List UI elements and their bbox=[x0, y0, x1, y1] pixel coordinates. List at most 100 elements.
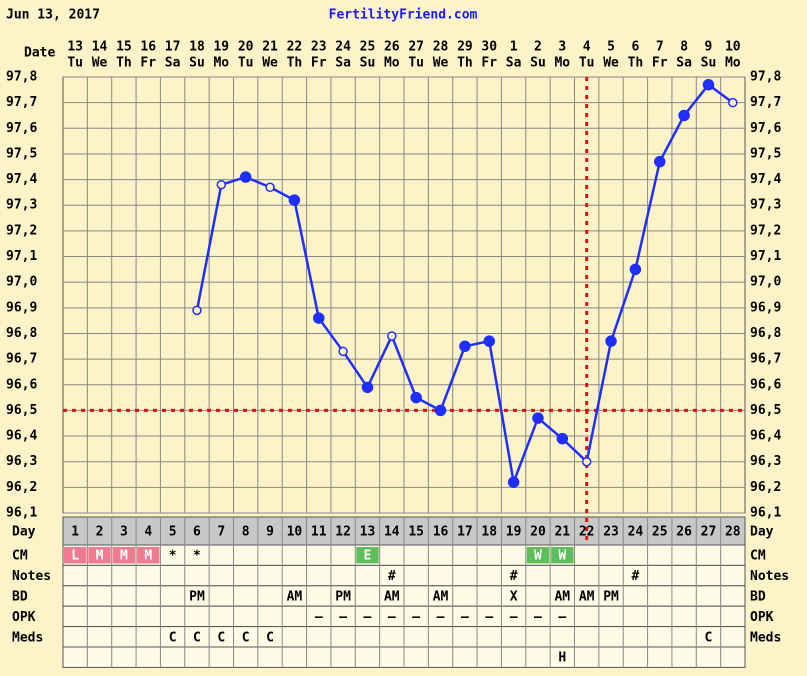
table-cell: – bbox=[534, 610, 542, 625]
y-tick-label-right: 96,4 bbox=[750, 429, 781, 444]
day-number: 6 bbox=[193, 525, 201, 540]
y-tick-label: 96,5 bbox=[6, 403, 37, 418]
temperature-point bbox=[507, 476, 520, 488]
table-cell: – bbox=[461, 610, 469, 625]
temperature-point bbox=[434, 404, 447, 417]
day-number: 21 bbox=[554, 525, 570, 540]
weekday-label: We bbox=[262, 56, 278, 71]
day-number: 1 bbox=[71, 525, 79, 540]
table-cell: # bbox=[510, 569, 518, 584]
x-tick-label: 13 bbox=[67, 40, 83, 55]
day-number: 24 bbox=[628, 525, 644, 540]
temperature-point bbox=[216, 179, 227, 190]
y-tick-label: 97,6 bbox=[6, 121, 37, 136]
temperature-point bbox=[728, 97, 738, 108]
y-tick-label-right: 96,5 bbox=[750, 403, 781, 418]
table-cell: AM bbox=[579, 590, 595, 605]
weekday-label: Fr bbox=[481, 56, 497, 71]
x-tick-label: 14 bbox=[92, 40, 108, 55]
table-cell: C bbox=[705, 630, 713, 645]
weekday-label: Fr bbox=[652, 56, 668, 71]
table-cell: – bbox=[510, 610, 518, 625]
day-number: 18 bbox=[481, 525, 497, 540]
x-tick-label: 9 bbox=[705, 40, 713, 55]
day-number: 19 bbox=[506, 525, 522, 540]
temperature-point bbox=[483, 335, 495, 347]
table-cell: C bbox=[217, 630, 225, 645]
weekday-label: Sa bbox=[335, 56, 351, 71]
temperature-point bbox=[239, 171, 252, 183]
day-number: 14 bbox=[384, 525, 400, 540]
y-tick-label: 96,3 bbox=[6, 454, 37, 469]
cell-highlight bbox=[526, 547, 550, 564]
y-tick-label-right: 97,2 bbox=[750, 223, 781, 238]
day-number: 26 bbox=[676, 525, 692, 540]
row-label: Meds bbox=[12, 630, 43, 645]
weekday-label: Su bbox=[360, 56, 376, 71]
row-label: OPK bbox=[12, 610, 36, 625]
y-tick-label: 96,1 bbox=[6, 506, 37, 521]
y-tick-label: 96,7 bbox=[6, 352, 37, 367]
row-label: Notes bbox=[12, 569, 51, 584]
weekday-label: Tu bbox=[579, 56, 595, 71]
table-cell: C bbox=[266, 630, 274, 645]
y-tick-label-right: 97,8 bbox=[750, 70, 781, 85]
day-number: 9 bbox=[266, 525, 274, 540]
table-cell: C bbox=[242, 630, 250, 645]
table-cell: – bbox=[388, 610, 396, 625]
y-tick-label: 97,5 bbox=[6, 146, 37, 161]
x-tick-label: 15 bbox=[116, 40, 132, 55]
weekday-label: Fr bbox=[311, 56, 327, 71]
x-tick-label: 23 bbox=[311, 40, 327, 55]
weekday-label: Sa bbox=[676, 56, 692, 71]
y-tick-label: 96,9 bbox=[6, 300, 37, 315]
x-tick-label: 10 bbox=[725, 40, 741, 55]
table-cell: – bbox=[364, 610, 372, 625]
y-tick-label-right: 97,5 bbox=[750, 146, 781, 161]
y-tick-label-right: 96,9 bbox=[750, 300, 781, 315]
x-tick-label: 28 bbox=[433, 40, 449, 55]
x-tick-label: 5 bbox=[607, 40, 615, 55]
x-tick-label: 2 bbox=[534, 40, 542, 55]
y-tick-label: 97,2 bbox=[6, 223, 37, 238]
x-tick-label: 7 bbox=[656, 40, 664, 55]
row-label: BD bbox=[12, 590, 28, 605]
cell-highlight bbox=[137, 547, 160, 564]
site-title: FertilityFriend.com bbox=[329, 8, 478, 23]
x-tick-label: 25 bbox=[360, 40, 376, 55]
y-tick-label-right: 96,2 bbox=[750, 480, 781, 495]
day-number: 5 bbox=[169, 525, 177, 540]
y-tick-label-right: 96,8 bbox=[750, 326, 781, 341]
x-tick-label: 26 bbox=[384, 40, 400, 55]
day-number: 28 bbox=[725, 525, 741, 540]
day-number: 25 bbox=[652, 525, 668, 540]
table-cell: E bbox=[364, 549, 372, 564]
x-tick-label: 22 bbox=[287, 40, 303, 55]
row-label-right: OPK bbox=[750, 610, 774, 625]
y-tick-label-right: 96,3 bbox=[750, 454, 781, 469]
y-tick-label: 97,3 bbox=[6, 198, 37, 213]
weekday-label: Mo bbox=[554, 56, 570, 71]
weekday-label: Tu bbox=[67, 56, 83, 71]
temperature-point bbox=[532, 412, 544, 424]
weekday-label: Sa bbox=[165, 56, 181, 71]
day-number: 17 bbox=[457, 525, 473, 540]
day-number: 20 bbox=[530, 525, 546, 540]
weekday-label: Su bbox=[701, 56, 717, 71]
y-tick-label-right: 96,1 bbox=[750, 506, 781, 521]
temperature-point bbox=[313, 312, 325, 324]
table-cell: PM bbox=[189, 590, 205, 605]
cell-highlight bbox=[88, 547, 111, 564]
table-cell: PM bbox=[335, 590, 351, 605]
row-label-right: Meds bbox=[750, 630, 781, 645]
weekday-label: Tu bbox=[408, 56, 424, 71]
cell-highlight bbox=[64, 547, 87, 564]
table-cell: – bbox=[437, 610, 445, 625]
row-label-right: Notes bbox=[750, 569, 789, 584]
row-label: CM bbox=[12, 549, 28, 564]
y-tick-label: 97,1 bbox=[6, 249, 37, 264]
y-tick-label: 96,8 bbox=[6, 326, 37, 341]
x-tick-label: 19 bbox=[213, 40, 229, 55]
